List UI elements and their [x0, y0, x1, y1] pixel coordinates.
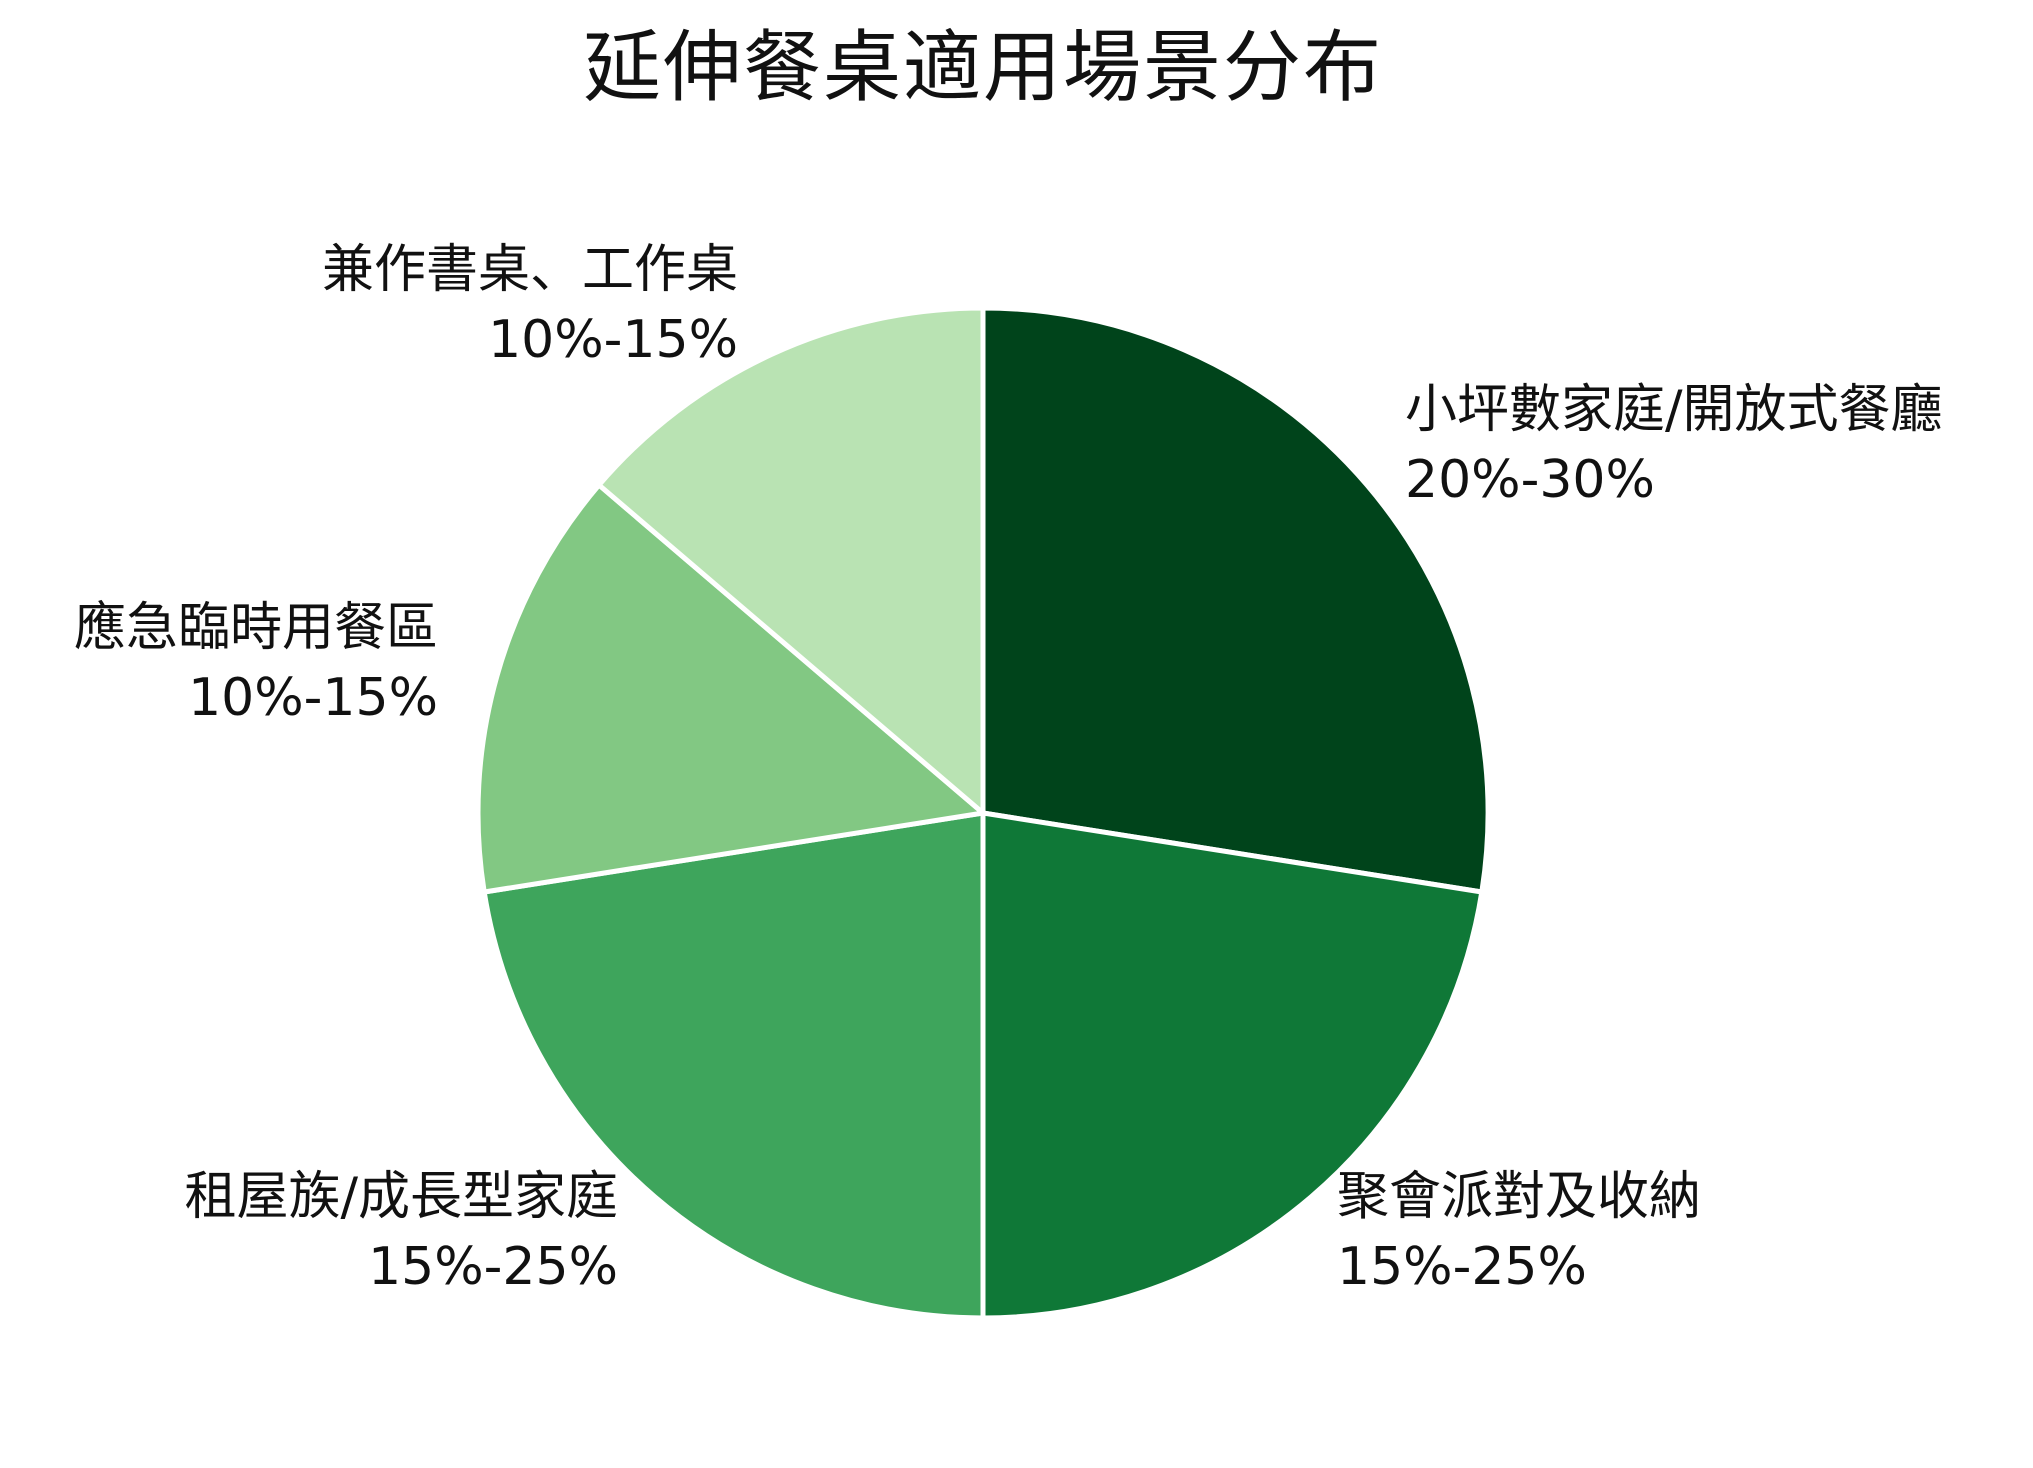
slice-range: 15%-25% — [1337, 1237, 1587, 1297]
pie-slice-0 — [980, 305, 1491, 895]
slice-label-party-storage: 聚會派對及收納 15%-25% — [1337, 1162, 1701, 1302]
pie-slice-2 — [481, 810, 986, 1321]
slice-name: 小坪數家庭/開放式餐廳 — [1405, 380, 1943, 440]
pie-slices — [475, 305, 1491, 1321]
slice-label-emergency-dining: 應急臨時用餐區 10%-15% — [74, 593, 438, 733]
slice-name: 兼作書桌、工作桌 — [321, 240, 738, 300]
slice-name: 租屋族/成長型家庭 — [184, 1167, 618, 1227]
slice-label-small-home: 小坪數家庭/開放式餐廳 20%-30% — [1405, 375, 1943, 515]
pie-slice-3 — [475, 482, 986, 895]
chart-title: 延伸餐桌適用場景分布 — [582, 23, 1383, 113]
slice-name: 聚會派對及收納 — [1337, 1167, 1702, 1227]
pie-slice-1 — [980, 810, 1485, 1321]
slice-range: 20%-30% — [1405, 450, 1655, 510]
slice-label-desk-workstation: 兼作書桌、工作桌 10%-15% — [322, 235, 738, 375]
slice-name: 應急臨時用餐區 — [73, 598, 438, 658]
slice-range: 15%-25% — [368, 1237, 618, 1297]
pie-slice-4 — [596, 305, 986, 816]
slice-label-renters-growing: 租屋族/成長型家庭 15%-25% — [184, 1162, 618, 1302]
slice-range: 10%-15% — [188, 668, 438, 728]
slice-range: 10%-15% — [488, 310, 738, 370]
